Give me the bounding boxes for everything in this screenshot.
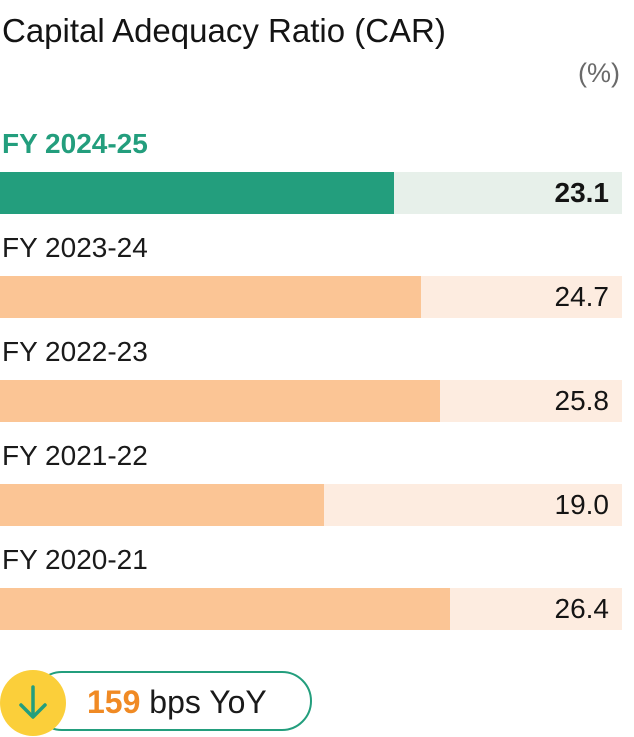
yoy-text: 159 bps YoY (87, 680, 267, 724)
yoy-pill (32, 671, 312, 731)
bar (0, 484, 324, 526)
bar-rows: FY 2024-25 23.1 FY 2023-24 24.7 FY 2022-23 25… (0, 122, 622, 642)
arrow-down-icon (0, 670, 66, 736)
arrow-down-icon-graphic (19, 685, 47, 719)
unit-label: (%) (578, 58, 620, 88)
bar (0, 380, 440, 422)
data-label: 23.1 (554, 177, 610, 208)
bar (0, 172, 394, 214)
bar-row: FY 2023-24 24.7 (0, 226, 622, 330)
yoy-value: 159 (87, 684, 141, 720)
category-label: FY 2024-25 (2, 128, 148, 159)
data-label: 25.8 (554, 385, 610, 416)
bar-track (0, 484, 622, 526)
data-label: 26.4 (554, 593, 610, 624)
data-label: 19.0 (554, 489, 610, 520)
chart-title: Capital Adequacy Ratio (CAR) (2, 12, 446, 49)
bar (0, 588, 450, 630)
bar-row: FY 2020-21 26.4 (0, 538, 622, 642)
bar-track (0, 380, 622, 422)
yoy-unit: bps YoY (149, 684, 267, 720)
yoy-change-badge: 159 bps YoY (0, 670, 330, 736)
bar-track (0, 276, 622, 318)
bar-track (0, 588, 622, 630)
bar-track (0, 172, 622, 214)
data-label: 24.7 (554, 281, 610, 312)
bar-row: FY 2024-25 23.1 (0, 122, 622, 226)
bar (0, 276, 421, 318)
bar-row: FY 2022-23 25.8 (0, 330, 622, 434)
category-label: FY 2021-22 (2, 440, 148, 471)
category-label: FY 2023-24 (2, 232, 148, 263)
category-label: FY 2020-21 (2, 544, 148, 575)
category-label: FY 2022-23 (2, 336, 148, 367)
bar-row: FY 2021-22 19.0 (0, 434, 622, 538)
